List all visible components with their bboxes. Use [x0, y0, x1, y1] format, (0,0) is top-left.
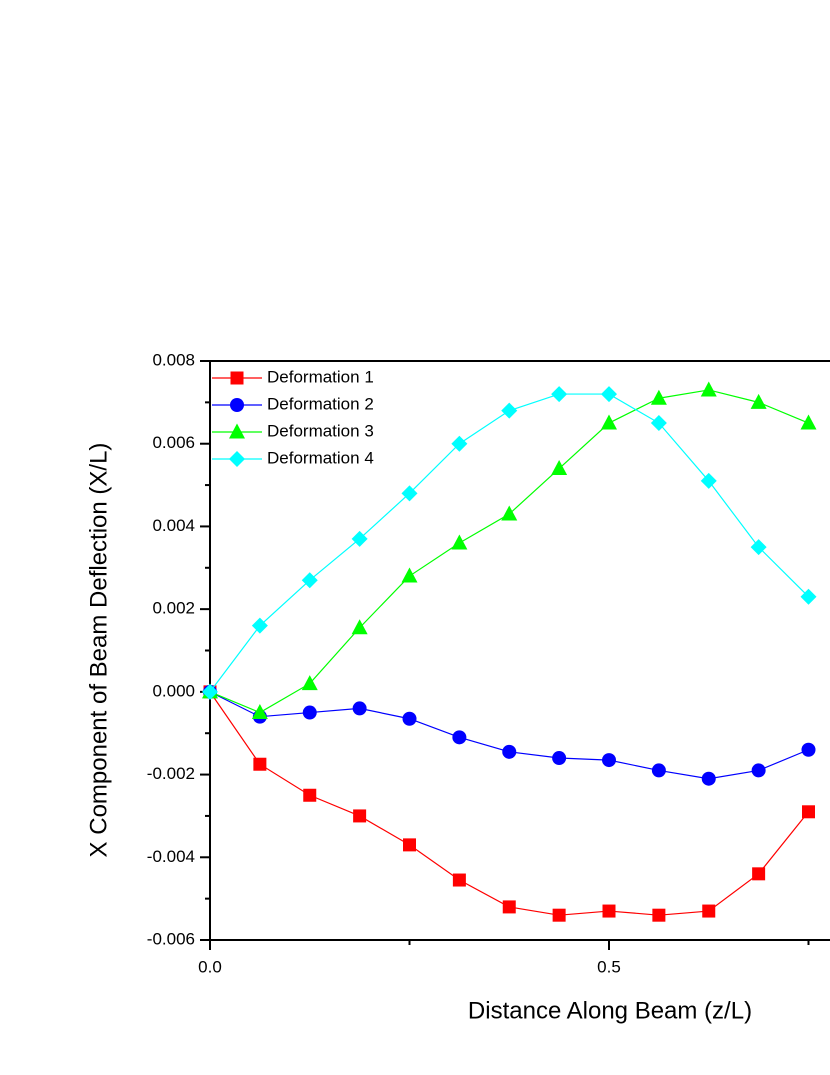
x-tick-label: 0.0 — [198, 957, 222, 976]
y-tick-label: -0.002 — [147, 764, 195, 783]
legend-marker — [229, 451, 245, 467]
legend-marker — [230, 371, 244, 385]
marker — [202, 683, 218, 700]
marker — [301, 675, 318, 691]
series-line — [209, 691, 809, 780]
marker — [552, 908, 566, 922]
legend-marker — [230, 398, 244, 412]
marker — [651, 763, 666, 778]
marker — [251, 704, 268, 720]
marker — [251, 617, 268, 634]
marker — [302, 705, 317, 720]
y-tick-label: 0.000 — [152, 681, 195, 700]
marker — [301, 572, 318, 589]
marker — [601, 386, 617, 403]
series-line — [209, 691, 809, 916]
marker — [800, 414, 817, 430]
marker — [750, 539, 767, 556]
marker — [352, 701, 367, 716]
marker — [750, 393, 767, 409]
marker — [401, 485, 418, 502]
y-axis-label: X Component of Beam Deflection (X/L) — [85, 443, 112, 858]
marker — [602, 904, 616, 918]
marker — [752, 867, 766, 881]
marker — [801, 742, 816, 757]
marker — [552, 751, 567, 766]
x-tick-label: 0.5 — [597, 957, 621, 976]
marker — [353, 809, 367, 823]
marker — [702, 904, 716, 918]
y-tick-label: -0.006 — [147, 929, 195, 948]
marker — [351, 530, 368, 547]
marker — [751, 763, 766, 778]
marker — [700, 381, 717, 397]
y-tick-label: 0.008 — [152, 350, 195, 369]
marker — [451, 534, 468, 550]
marker — [601, 414, 617, 430]
legend-label: Deformation 2 — [267, 394, 374, 413]
y-tick-label: -0.004 — [147, 847, 195, 866]
marker — [700, 472, 717, 489]
marker — [351, 619, 368, 635]
marker — [551, 460, 568, 476]
marker — [501, 402, 518, 419]
marker — [303, 788, 317, 802]
marker — [452, 873, 466, 887]
marker — [502, 744, 517, 759]
marker — [652, 908, 666, 922]
y-tick-label: 0.006 — [152, 433, 195, 452]
marker — [402, 711, 417, 726]
legend-label: Deformation 4 — [267, 448, 374, 467]
marker — [451, 435, 468, 452]
marker — [551, 386, 568, 403]
marker — [253, 757, 267, 771]
marker — [452, 730, 467, 745]
legend-marker — [229, 423, 245, 439]
legend-label: Deformation 1 — [267, 367, 374, 386]
marker — [602, 753, 616, 768]
marker — [401, 567, 418, 583]
y-tick-label: 0.002 — [152, 599, 195, 618]
marker — [800, 588, 817, 605]
marker — [802, 805, 815, 819]
marker — [650, 415, 667, 432]
legend-label: Deformation 3 — [267, 421, 374, 440]
marker — [403, 838, 416, 852]
x-axis-label: Distance Along Beam (z/L) — [468, 997, 752, 1024]
marker — [502, 900, 516, 914]
marker — [650, 389, 667, 405]
marker — [701, 771, 716, 786]
marker — [501, 505, 518, 521]
y-tick-label: 0.004 — [152, 516, 195, 535]
